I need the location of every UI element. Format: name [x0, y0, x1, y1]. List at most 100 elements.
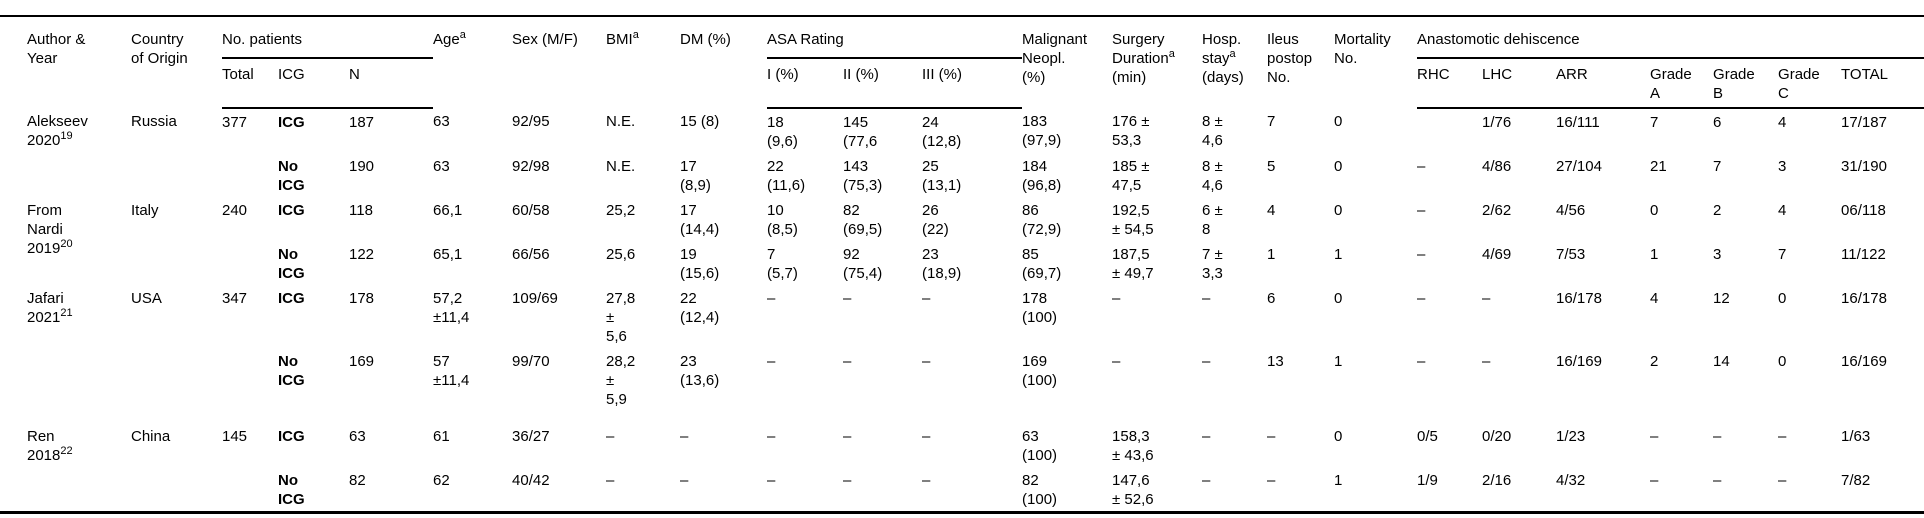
cell-asa2: 92 (75,4) — [843, 246, 883, 282]
col-header-n: N — [349, 58, 434, 109]
cell-gradeA: 1 — [1650, 246, 1659, 263]
cell-hosp: – — [1202, 472, 1211, 489]
paper-table-page: Author & Year Country of Origin No. pati… — [0, 15, 1924, 514]
cell-gradeB: 14 — [1713, 353, 1730, 370]
cell-gradeB: 3 — [1713, 246, 1722, 263]
cell-bmi: 27,8 ± 5,6 — [606, 290, 636, 345]
cell-n: 169 — [349, 353, 375, 370]
cell-age: 63 — [433, 158, 450, 175]
table-body: Alekseev 202019 Russia 377 ICG 187 63 92/95 N.E… — [0, 108, 1924, 513]
cell-rhc: 0/5 — [1417, 428, 1438, 445]
cell-totalAD: 17/187 — [1841, 114, 1887, 131]
cell-gradeA: – — [1650, 428, 1659, 445]
cell-sex: 109/69 — [512, 290, 558, 307]
cell-hosp: 8 ± 4,6 — [1202, 113, 1223, 149]
cell-ileus: – — [1267, 428, 1276, 445]
cell-n: 190 — [349, 158, 375, 175]
col-header-dm: DM (%) — [680, 31, 731, 48]
cell-asa3: 26 (22) — [922, 202, 949, 238]
age-label: Age — [433, 31, 460, 48]
col-header-asa-3: III (%) — [922, 58, 1023, 109]
cell-country: USA — [131, 290, 162, 307]
cell-totalAD: 16/178 — [1841, 290, 1887, 307]
cell-arr: 4/32 — [1556, 472, 1586, 489]
cell-surgery: – — [1112, 353, 1121, 370]
cell-group: ICG — [278, 428, 305, 445]
cell-total: 377 — [222, 114, 248, 131]
col-header-total-dehiscence: TOTAL — [1841, 58, 1924, 109]
col-header-author-year: Author & Year — [27, 31, 86, 67]
cell-totalAD: 1/63 — [1841, 428, 1871, 445]
cell-asa1: – — [767, 472, 776, 489]
cell-asa1: 10 (8,5) — [767, 202, 798, 238]
study-name: From Nardi 2019 — [27, 202, 63, 257]
cell-author: From Nardi 201920 — [0, 197, 131, 285]
cell-rhc: 1/9 — [1417, 472, 1438, 489]
cell-age: 62 — [433, 472, 450, 489]
col-header-rhc: RHC — [1417, 58, 1483, 109]
col-header-grade-b: Grade B — [1713, 58, 1779, 109]
cell-bmi: 25,2 — [606, 202, 636, 219]
cell-gradeB: 12 — [1713, 290, 1730, 307]
cell-rhc: – — [1417, 158, 1426, 175]
cell-dm: – — [680, 428, 689, 445]
cell-malig: 178 (100) — [1022, 290, 1058, 326]
cell-mort: 1 — [1334, 246, 1343, 263]
table-row: No ICG 190 63 92/98 N.E. 17 (8,9) 22 (11,6) 143… — [0, 153, 1924, 197]
cell-gradeC: 3 — [1778, 158, 1787, 175]
cell-mort: 0 — [1334, 158, 1343, 175]
cell-rhc: – — [1417, 202, 1426, 219]
cell-sex: 66/56 — [512, 246, 550, 263]
cell-country: China — [131, 428, 171, 445]
cell-hosp: 8 ± 4,6 — [1202, 158, 1223, 194]
cell-malig: 169 (100) — [1022, 353, 1058, 389]
cell-rhc: – — [1417, 353, 1426, 370]
cell-group: No ICG — [278, 353, 305, 389]
cell-asa3: – — [922, 472, 931, 489]
cell-total: 347 — [222, 290, 248, 307]
cell-asa2: – — [843, 353, 852, 370]
cell-dm: 19 (15,6) — [680, 246, 720, 282]
cell-gradeA: 7 — [1650, 114, 1659, 131]
cell-asa1: 18 (9,6) — [767, 114, 798, 150]
cell-bmi: N.E. — [606, 113, 636, 130]
reference-superscript: 21 — [60, 307, 73, 319]
table-row: No ICG 82 62 40/42 – – – – – 82 (100) 147,6 ± 52,6… — [0, 467, 1924, 513]
cell-group: ICG — [278, 114, 305, 131]
col-header-age: Agea — [433, 16, 512, 108]
col-header-country: Country of Origin — [131, 31, 188, 67]
cell-asa2: 143 (75,3) — [843, 158, 883, 194]
cell-asa1: – — [767, 428, 776, 445]
cell-dm: 15 (8) — [680, 113, 720, 130]
cell-gradeC: 4 — [1778, 202, 1787, 219]
col-header-lhc: LHC — [1482, 58, 1557, 109]
cell-surgery: 158,3 ± 43,6 — [1112, 428, 1154, 464]
cell-surgery: 187,5 ± 49,7 — [1112, 246, 1154, 282]
cell-gradeC: 7 — [1778, 246, 1787, 263]
cell-surgery: 192,5 ± 54,5 — [1112, 202, 1154, 238]
cell-dm: – — [680, 472, 689, 489]
cell-asa3: – — [922, 353, 931, 370]
col-group-anastomotic-dehiscence: Anastomotic dehiscence — [1417, 16, 1924, 59]
cell-dm: 17 (8,9) — [680, 158, 711, 194]
col-header-ileus-postop: Ileus postop No. — [1267, 31, 1313, 86]
cell-arr: 7/53 — [1556, 246, 1586, 263]
cell-malig: 63 (100) — [1022, 428, 1058, 464]
bmi-label: BMI — [606, 31, 633, 48]
cell-ileus: 5 — [1267, 158, 1276, 175]
cell-rhc — [1417, 108, 1482, 153]
table-header: Author & Year Country of Origin No. pati… — [0, 16, 1924, 109]
cell-lhc: – — [1482, 353, 1491, 370]
col-header-surgery-duration: Surgery Durationa (min) — [1112, 16, 1202, 108]
header-row-subcolumns: Total ICG N I (%) II (%) III (%) RHC LHC… — [0, 58, 1924, 109]
header-row-groups: Author & Year Country of Origin No. pati… — [0, 16, 1924, 86]
reference-superscript: 19 — [60, 130, 73, 142]
col-header-bmi: BMIa — [606, 16, 680, 108]
study-characteristics-table: Author & Year Country of Origin No. pati… — [0, 15, 1924, 514]
col-header-arr: ARR — [1556, 58, 1651, 109]
cell-sex: 92/98 — [512, 158, 550, 175]
cell-n: 122 — [349, 246, 375, 263]
cell-dm: 22 (12,4) — [680, 290, 720, 326]
cell-sex: 40/42 — [512, 472, 550, 489]
cell-ileus: 13 — [1267, 353, 1284, 370]
